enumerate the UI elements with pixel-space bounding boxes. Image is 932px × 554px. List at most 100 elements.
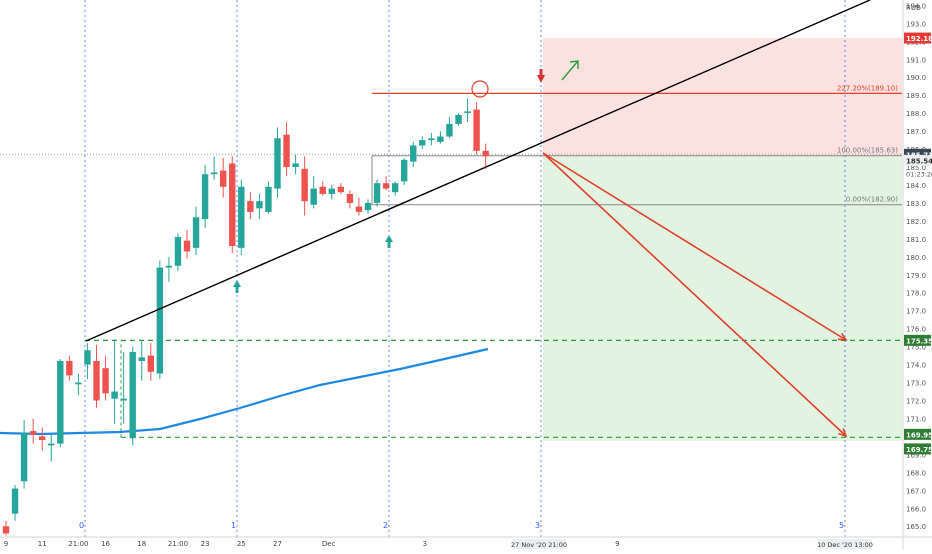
price-tick-10: 175.0: [906, 344, 926, 352]
price-tick-22: 187.0: [906, 128, 926, 136]
price-tick-26: 191.0: [906, 56, 926, 64]
price-tick-16: 181.0: [906, 236, 926, 244]
price-tag-prev-bg: [904, 154, 931, 166]
candle-body-48: [437, 136, 444, 142]
candle-body-37: [337, 186, 345, 193]
price-axis[interactable]: 165.0166.0167.0168.0169.0170.0171.0172.0…: [902, 0, 932, 550]
candles: [2, 98, 489, 536]
candle-body-31: [283, 134, 290, 168]
time-tick-2: 21:00: [68, 540, 88, 548]
candle-body-10: [93, 360, 100, 401]
time-tick-7: 25: [237, 540, 246, 548]
price-tick-23: 188.0: [906, 110, 926, 118]
date-tag-b-bg: [818, 539, 872, 549]
candle-body-39: [355, 206, 363, 212]
candle-body-32: [292, 163, 299, 168]
price-tag-current-bg: [904, 148, 931, 160]
currency-label: RUB: [906, 4, 921, 12]
candle-body-4: [39, 436, 46, 441]
candle-body-2: [20, 432, 28, 482]
candle-body-33: [301, 168, 308, 202]
candle-body-16: [147, 355, 154, 372]
candle-body-53: [482, 150, 489, 157]
candle-body-9: [84, 350, 91, 365]
price-tick-28: 193.0: [906, 20, 926, 28]
cycle-number-4: 5: [839, 521, 844, 530]
candle-body-26: [238, 186, 245, 248]
candle-body-40: [364, 202, 372, 211]
candle-body-22: [201, 174, 209, 220]
price-tag-prev: 185.54: [906, 157, 932, 165]
price-axis-bg: [903, 0, 932, 550]
candle-body-44: [401, 159, 408, 182]
drawings: [85, 0, 871, 438]
price-tick-29: 194.0: [906, 2, 926, 10]
candle-body-34: [310, 188, 317, 205]
green-up-arrow-head: [569, 60, 579, 69]
candle-body-11: [102, 368, 109, 394]
time-tick-1: 11: [38, 540, 47, 548]
candle-body-38: [346, 193, 354, 203]
time-tick-12: 9: [615, 540, 619, 548]
projection-arrow-2-head: [838, 428, 848, 438]
candle-body-20: [183, 240, 191, 252]
price-tick-24: 189.0: [906, 92, 926, 100]
candle-body-13: [120, 398, 127, 401]
price-tick-2: 167.0: [906, 487, 926, 495]
candle-body-28: [256, 201, 263, 209]
candle-body-0: [2, 526, 10, 534]
candle-body-12: [111, 391, 118, 399]
price-tag-target-bg: [904, 32, 931, 44]
time-tick-6: 23: [201, 540, 210, 548]
date-tag-a-bg: [512, 539, 566, 549]
price-tick-7: 172.0: [906, 398, 926, 406]
candle-body-36: [328, 188, 335, 194]
candle-body-7: [66, 360, 73, 376]
candle-body-50: [455, 114, 462, 124]
price-tag-tp1-bg: [904, 334, 931, 346]
take-profit-zone: [543, 155, 902, 441]
candle-body-35: [319, 186, 326, 194]
fib-0-label: 0.00%(182.90): [846, 196, 898, 204]
price-tick-4: 169.0: [906, 451, 926, 459]
red-down-arrow-stem: [539, 69, 543, 76]
candle-body-24: [220, 170, 227, 187]
fib-227-label: 227.20%(189.10): [837, 84, 898, 92]
price-tick-3: 168.0: [906, 469, 926, 477]
candle-body-49: [446, 123, 453, 137]
price-tick-18: 183.0: [906, 200, 926, 208]
candle-body-42: [382, 183, 390, 189]
price-tag-tp2b-bg: [904, 443, 931, 455]
candle-body-47: [428, 138, 435, 141]
up-marker-1: [385, 235, 393, 242]
candle-body-14: [129, 352, 136, 439]
price-tick-13: 178.0: [906, 290, 926, 298]
candle-body-23: [210, 172, 218, 175]
projection-arrow-1-head: [837, 332, 848, 341]
price-tick-20: 185.0: [906, 164, 926, 172]
up-marker-stem-1: [387, 242, 391, 248]
price-tick-17: 182.0: [906, 218, 926, 226]
price-tag-tp2a: 169.95: [906, 431, 932, 439]
date-tag-b: 10 Dec '20 13:00: [817, 541, 873, 549]
price-tick-15: 180.0: [906, 254, 926, 262]
time-tick-5: 21:00: [168, 540, 188, 548]
candle-body-8: [75, 382, 82, 385]
price-tick-11: 176.0: [906, 326, 926, 334]
price-tick-9: 174.0: [906, 362, 926, 370]
up-marker-0: [233, 280, 241, 287]
candle-body-25: [229, 163, 236, 247]
time-tick-10: 3: [423, 540, 427, 548]
price-tick-1: 166.0: [906, 505, 926, 513]
candle-body-1: [11, 488, 19, 514]
candle-body-43: [391, 183, 399, 193]
candle-body-21: [192, 217, 200, 248]
price-tag-tp2b: 169.75: [906, 446, 932, 454]
price-tick-6: 171.0: [906, 415, 926, 423]
candle-body-41: [373, 183, 381, 203]
cycle-number-3: 3: [535, 521, 540, 530]
trend-line: [85, 0, 871, 342]
